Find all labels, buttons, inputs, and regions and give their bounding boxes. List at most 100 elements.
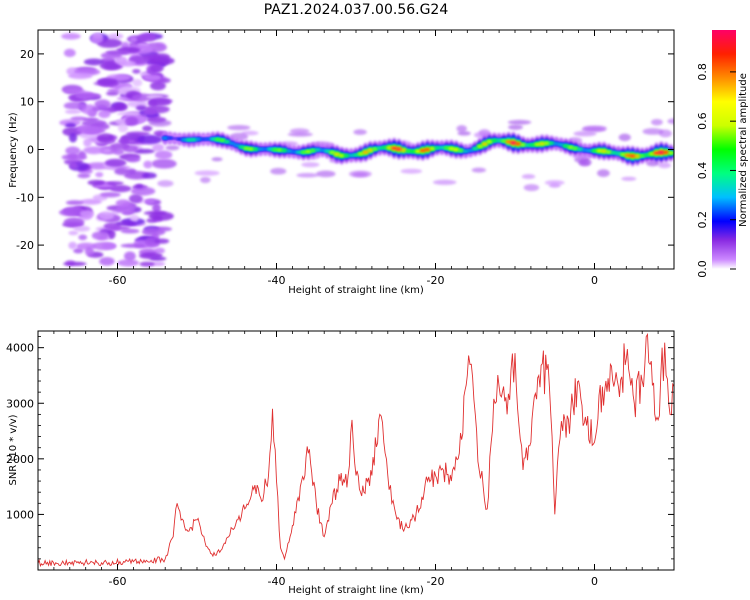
noise-blob [104, 158, 127, 167]
ridge-cell [658, 150, 665, 154]
ridge-cell [181, 138, 188, 141]
ridge-cell [567, 146, 574, 149]
noise-blob [154, 150, 173, 160]
noise-blob [99, 60, 121, 71]
noise-blob [142, 125, 153, 132]
noise-blob [65, 146, 81, 156]
snr-panel: -60 -40 -20 0 1000 2000 3000 4000 Height of str… [6, 330, 675, 596]
noise-blob [64, 109, 82, 115]
noise-blob [113, 102, 128, 112]
weak-blob [508, 124, 523, 130]
noise-blob [148, 97, 172, 107]
noise-blob [80, 198, 102, 205]
ridge-cell [500, 139, 508, 143]
weak-blob [194, 170, 220, 176]
colorbar-tick-label: 0.0 [696, 260, 709, 278]
noise-blob [68, 132, 78, 143]
noise-blob [99, 256, 115, 266]
ridge-cell [543, 142, 550, 145]
weak-blob [200, 176, 211, 184]
noise-blob [90, 34, 104, 44]
noise-blob [70, 116, 87, 122]
noise-blob [94, 99, 111, 110]
y-tick-label: -10 [16, 191, 34, 204]
ridge-cell [505, 140, 512, 144]
ridge-cell [524, 144, 531, 147]
ridge-cell [162, 137, 169, 139]
noise-blob [96, 77, 118, 86]
noise-blob [83, 58, 105, 66]
noise-blob [106, 91, 119, 96]
ridge-cell [591, 149, 598, 152]
noise-blob [106, 181, 124, 186]
ridge-cell [462, 150, 469, 153]
ridge-cell [286, 150, 293, 153]
ridge-cell [185, 138, 193, 141]
ridge-cell [472, 147, 479, 150]
ridge-cell [257, 148, 264, 151]
ridge-cell [224, 140, 231, 143]
ridge-cell [214, 138, 221, 141]
noise-blob [132, 78, 143, 87]
ridge-cell [247, 147, 255, 151]
noise-blob [142, 172, 157, 179]
ridge-cell [443, 146, 450, 149]
spectrogram-xlabel: Height of straight line (km) [288, 285, 424, 296]
noise-blob [82, 117, 99, 122]
noise-blob [143, 108, 157, 116]
colorbar-bar [712, 30, 736, 269]
noise-blob [117, 123, 129, 133]
colorbar-tick-label: 0.6 [696, 112, 709, 130]
colorbar-tick-label: 0.4 [696, 162, 709, 180]
noise-blob [126, 156, 141, 163]
x-tick-label: -60 [109, 575, 127, 588]
weak-blob [227, 125, 251, 131]
noise-blob [77, 173, 91, 179]
colorbar-tick-label: 0.8 [696, 63, 709, 81]
ridge-cell [200, 138, 207, 141]
weak-blob [667, 118, 674, 125]
noise-blob [65, 200, 84, 206]
ridge-cell [662, 151, 670, 154]
ridge-cell [643, 153, 651, 156]
ridge-cell [343, 154, 350, 157]
noise-blob [107, 33, 124, 40]
noise-blob [83, 146, 105, 155]
weak-blob [148, 119, 172, 127]
noise-blob [115, 199, 131, 207]
noise-blob [114, 167, 130, 176]
weak-blob [456, 125, 467, 133]
noise-blob [144, 236, 160, 247]
noise-blob [115, 56, 128, 66]
noise-blob [143, 160, 153, 169]
noise-blob [151, 158, 177, 169]
ridge-cell [367, 149, 374, 152]
weak-blob [507, 119, 532, 125]
noise-blob [98, 211, 115, 220]
colorbar-label: Normalized spectral amplitude [738, 73, 749, 227]
noise-blob [61, 33, 81, 40]
noise-blob [63, 217, 85, 227]
noise-blob [105, 50, 129, 56]
y-tick-label: 20 [20, 48, 34, 61]
snr-plot-area [38, 332, 674, 568]
snr-background [38, 331, 674, 570]
noise-blob [74, 92, 101, 99]
noise-blob [63, 101, 86, 110]
ridge-cell [648, 152, 655, 156]
noise-blob [84, 246, 94, 257]
x-tick-label: -20 [427, 575, 445, 588]
noise-blob [152, 143, 164, 152]
ridge-cell [433, 146, 441, 149]
ridge-cell [562, 144, 570, 148]
noise-blob [120, 228, 140, 234]
weak-blob [457, 131, 471, 136]
y-tick-label: 1000 [6, 508, 34, 521]
weak-blob [400, 168, 423, 174]
snr-xlabel: Height of straight line (km) [288, 585, 424, 596]
x-tick-label: 0 [591, 575, 598, 588]
weak-blob [211, 157, 223, 162]
weak-blob [301, 162, 320, 168]
noise-blob [61, 153, 88, 161]
noise-blob [68, 241, 77, 250]
